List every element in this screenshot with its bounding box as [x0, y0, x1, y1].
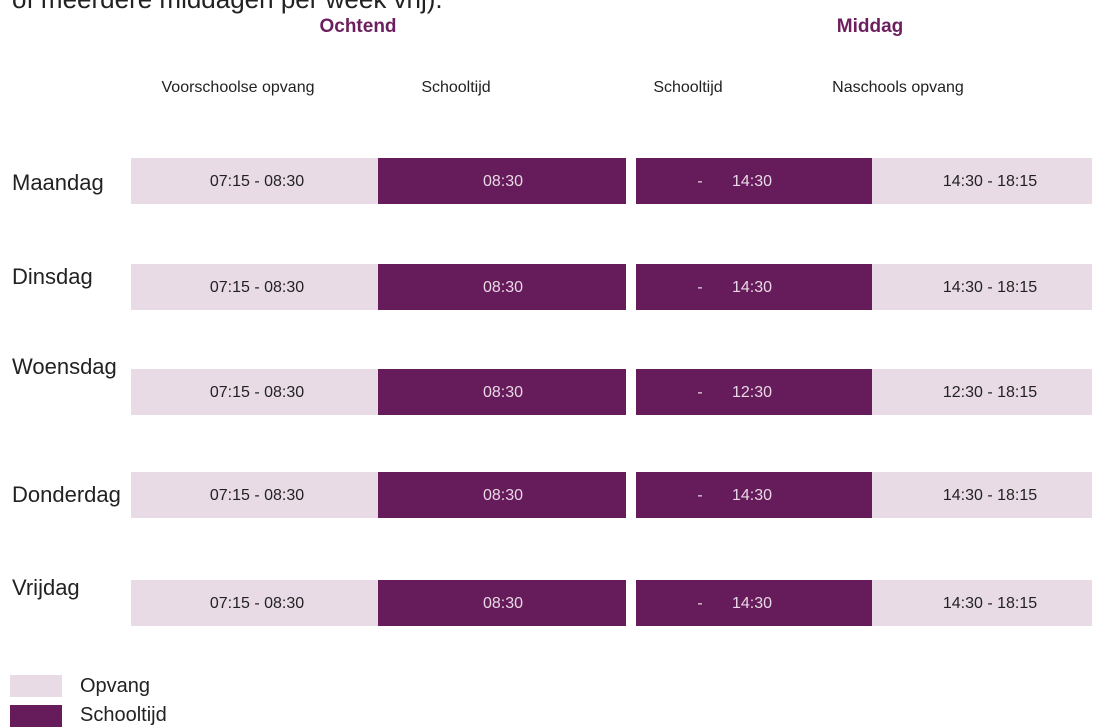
time-text: 08:30 [482, 384, 524, 401]
time-text: 14:30 [731, 595, 773, 612]
legend-swatch [10, 675, 62, 697]
time-text: 08:30 [482, 595, 524, 612]
day-label: Maandag [12, 170, 104, 195]
time-block: 07:15 - 08:30 [131, 158, 378, 204]
column-header: Naschools opvang [832, 79, 964, 96]
time-text: 14:30 - 18:15 [942, 595, 1038, 612]
legend-swatch [10, 705, 62, 727]
time-block: 08:30 [378, 158, 626, 204]
column-header: Schooltijd [421, 79, 491, 96]
day-label: Vrijdag [12, 575, 80, 600]
intro-text: of meerdere middagen per week vrij). [12, 0, 443, 15]
column-header: Voorschoolse opvang [161, 79, 315, 96]
time-block: 08:30 [378, 580, 626, 626]
time-text: 14:30 - 18:15 [942, 487, 1038, 504]
time-block: 08:30 [378, 472, 626, 518]
time-text: 08:30 [482, 487, 524, 504]
dash: - [697, 173, 703, 190]
day-label: Woensdag [12, 354, 117, 379]
time-text: 14:30 - 18:15 [942, 173, 1038, 190]
time-text: 12:30 [731, 384, 773, 401]
afternoon-header: Middag [836, 16, 904, 37]
time-block: 12:30 - 18:15 [872, 369, 1092, 415]
time-text: 07:15 - 08:30 [209, 384, 305, 401]
day-label: Donderdag [12, 482, 121, 507]
time-text: 12:30 - 18:15 [942, 384, 1038, 401]
time-block: 14:30 - 18:15 [872, 264, 1092, 310]
time-block: - 14:30 [636, 580, 872, 626]
time-text: 08:30 [482, 173, 524, 190]
time-text: 07:15 - 08:30 [209, 487, 305, 504]
time-block: 07:15 - 08:30 [131, 472, 378, 518]
morning-header: Ochtend [319, 16, 397, 37]
time-text: 07:15 - 08:30 [209, 595, 305, 612]
time-text: 14:30 [731, 487, 773, 504]
time-block: - 14:30 [636, 158, 872, 204]
time-text: 07:15 - 08:30 [209, 173, 305, 190]
column-header: Schooltijd [653, 79, 723, 96]
dash: - [697, 595, 703, 612]
dash: - [697, 487, 703, 504]
time-text: 14:30 [731, 173, 773, 190]
time-block: 14:30 - 18:15 [872, 158, 1092, 204]
time-block: - 12:30 [636, 369, 872, 415]
time-block: - 14:30 [636, 472, 872, 518]
time-block: 08:30 [378, 369, 626, 415]
time-text: 07:15 - 08:30 [209, 279, 305, 296]
time-block: 14:30 - 18:15 [872, 580, 1092, 626]
time-text: 14:30 - 18:15 [942, 279, 1038, 296]
legend-label: Opvang [80, 675, 151, 697]
time-block: 14:30 - 18:15 [872, 472, 1092, 518]
time-block: 07:15 - 08:30 [131, 369, 378, 415]
time-block: 08:30 [378, 264, 626, 310]
dash: - [697, 384, 703, 401]
day-label: Dinsdag [12, 264, 93, 289]
time-block: 07:15 - 08:30 [131, 264, 378, 310]
time-text: 14:30 [731, 279, 773, 296]
dash: - [697, 279, 703, 296]
time-block: 07:15 - 08:30 [131, 580, 378, 626]
time-text: 08:30 [482, 279, 524, 296]
legend-label: Schooltijd [80, 704, 167, 726]
time-block: - 14:30 [636, 264, 872, 310]
